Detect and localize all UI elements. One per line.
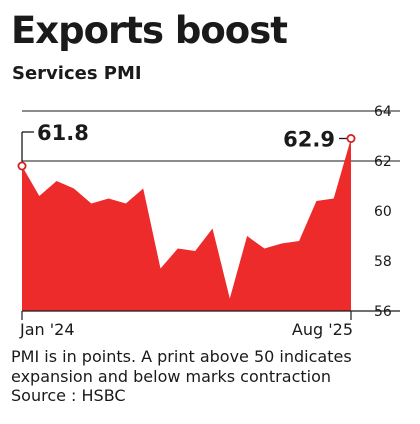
data-area [22, 138, 351, 311]
data-point-marker-19 [346, 134, 356, 144]
y-tick-label-58: 58 [374, 254, 392, 270]
y-tick-label-60: 60 [374, 204, 392, 220]
x-tick-label-start: Jan '24 [19, 320, 75, 339]
footnote-line-2: expansion and below marks contraction [11, 366, 332, 386]
data-point-marker-0 [17, 161, 27, 171]
y-tick-label-62: 62 [374, 154, 392, 170]
axes [21, 310, 400, 320]
source-note: Source : HSBC [11, 386, 126, 405]
annotation-label-start: 61.8 [37, 121, 89, 145]
footnote-line-1: PMI is in points. A print above 50 indic… [11, 347, 352, 366]
y-tick-label-64: 64 [374, 104, 392, 120]
x-tick-label-end: Aug '25 [292, 320, 353, 339]
gridlines [22, 110, 400, 162]
pmi-area [22, 138, 351, 311]
services-pmi-area-chart: Jan '24 Aug '25 56 58 60 62 64 61.8 62.9 [17, 104, 400, 339]
chart-subtitle: Services PMI [12, 63, 142, 84]
y-tick-label-56: 56 [374, 304, 392, 320]
labels: Jan '24 Aug '25 56 58 60 62 64 61.8 62.9 [17, 104, 392, 339]
chart-title: Exports boost [11, 9, 288, 52]
annotation-label-end: 62.9 [283, 128, 335, 152]
footnote: PMI is in points. A print above 50 indic… [11, 347, 416, 406]
